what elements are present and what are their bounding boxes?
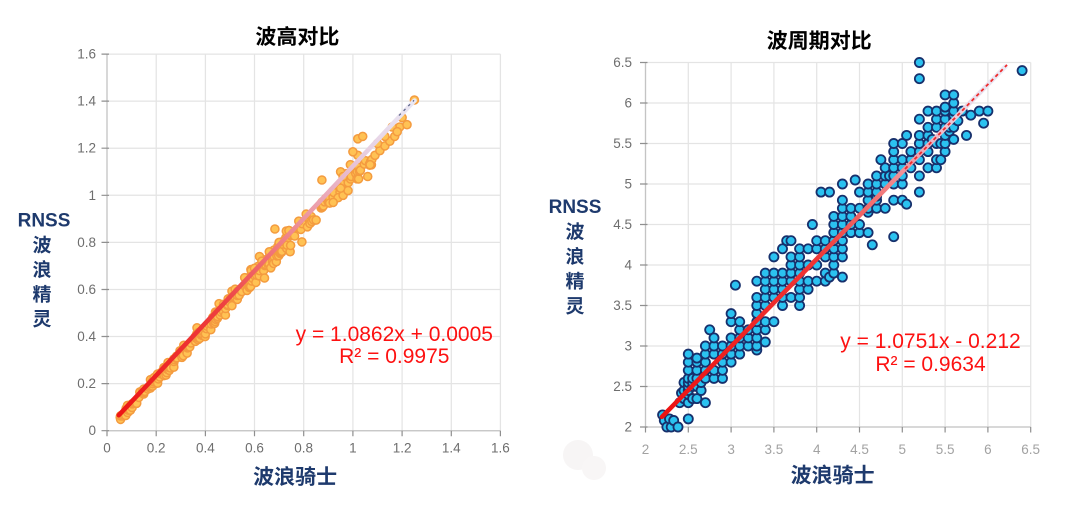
- svg-text:y = 1.0862x + 0.0005: y = 1.0862x + 0.0005: [296, 323, 493, 346]
- svg-text:4: 4: [813, 442, 821, 457]
- svg-text:5.5: 5.5: [613, 136, 632, 151]
- svg-text:y = 1.0751x - 0.212: y = 1.0751x - 0.212: [840, 330, 1020, 353]
- svg-text:6: 6: [984, 442, 992, 457]
- svg-text:5: 5: [899, 442, 907, 457]
- svg-text:4.5: 4.5: [850, 442, 869, 457]
- svg-text:6.5: 6.5: [613, 55, 632, 70]
- svg-text:2: 2: [624, 420, 632, 435]
- svg-text:2.5: 2.5: [679, 442, 698, 457]
- svg-text:0: 0: [88, 423, 96, 438]
- svg-text:2.5: 2.5: [613, 379, 632, 394]
- svg-text:1.2: 1.2: [77, 141, 96, 156]
- svg-text:R² = 0.9634: R² = 0.9634: [875, 353, 986, 376]
- svg-text:0.4: 0.4: [77, 329, 96, 344]
- svg-text:3.5: 3.5: [613, 298, 632, 313]
- svg-text:1: 1: [349, 441, 357, 456]
- svg-text:4: 4: [624, 258, 632, 273]
- svg-text:3.5: 3.5: [765, 442, 784, 457]
- svg-text:4.5: 4.5: [613, 217, 632, 232]
- svg-text:RNSS: RNSS: [549, 197, 602, 218]
- svg-text:5.5: 5.5: [936, 442, 955, 457]
- svg-text:0.6: 0.6: [77, 282, 96, 297]
- svg-text:6: 6: [624, 96, 632, 111]
- svg-text:0.4: 0.4: [196, 441, 215, 456]
- svg-text:R² = 0.9975: R² = 0.9975: [339, 345, 449, 368]
- svg-text:3: 3: [624, 339, 632, 354]
- svg-text:1.4: 1.4: [442, 441, 461, 456]
- svg-text:1.4: 1.4: [77, 94, 96, 109]
- svg-text:6.5: 6.5: [1021, 442, 1040, 457]
- svg-text:3: 3: [727, 442, 735, 457]
- svg-text:1.6: 1.6: [491, 441, 510, 456]
- svg-text:0.8: 0.8: [294, 441, 313, 456]
- svg-text:0.2: 0.2: [147, 441, 166, 456]
- svg-text:1: 1: [88, 188, 96, 203]
- svg-text:1.6: 1.6: [77, 47, 96, 62]
- svg-text:0.2: 0.2: [77, 376, 96, 391]
- svg-text:0.6: 0.6: [245, 441, 264, 456]
- svg-text:0: 0: [103, 441, 111, 456]
- svg-text:1.2: 1.2: [393, 441, 412, 456]
- svg-text:2: 2: [642, 442, 650, 457]
- svg-text:0.8: 0.8: [77, 235, 96, 250]
- svg-text:RNSS: RNSS: [18, 211, 71, 232]
- svg-text:5: 5: [624, 177, 632, 192]
